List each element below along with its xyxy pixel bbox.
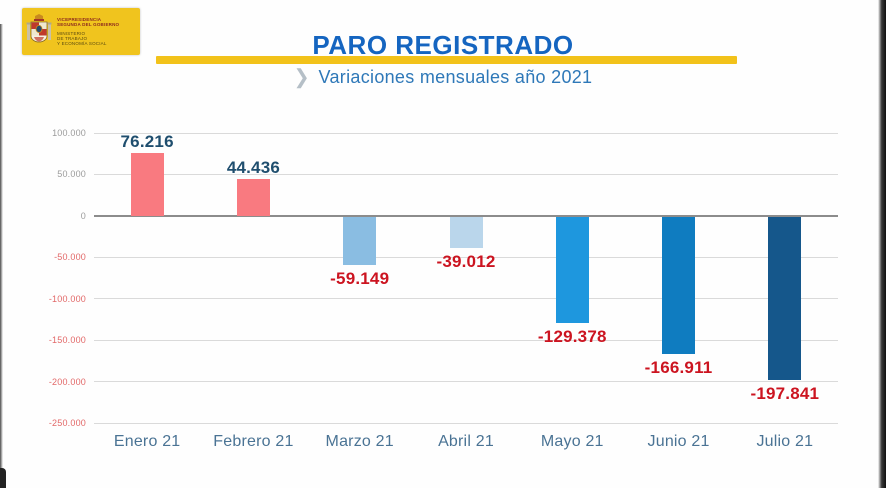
x-axis-label: Mayo 21 [540,433,604,450]
screen-edge-artifact-corner [0,468,6,488]
page-title: PARO REGISTRADO [312,30,574,60]
zero-axis-line [94,214,838,217]
bar [130,152,164,216]
logo-text-line: VICEPRESIDENCIA [57,17,102,22]
logo-text-line: DE TRABAJO [57,36,88,41]
chevron-right-icon: ❯ [293,65,310,88]
y-axis-tick-label: -150.000 [48,335,86,346]
bar [768,216,802,380]
bar [555,216,589,324]
bar-value-label: 76.216 [120,131,174,151]
bar-value-label: -197.841 [750,383,820,403]
gridline [94,298,838,300]
spain-coat-of-arms-icon [26,13,52,50]
bar-value-label: 44.436 [226,158,281,178]
subtitle-row: ❯ Variaciones mensuales año 2021 [0,65,886,88]
x-axis-label: Abril 21 [438,433,494,450]
y-axis-tick-label: -250.000 [48,418,86,428]
bar-value-label: -39.012 [436,252,496,272]
ministry-name: VICEPRESIDENCIA SEGUNDA DEL GOBIERNO MIN… [57,17,136,46]
bar [449,216,483,249]
gridline [94,381,838,383]
y-axis-tick-label: 50.000 [57,169,86,180]
screen-edge-artifact-left [0,24,3,488]
gridline [94,422,838,424]
chart-subtitle: Variaciones mensuales año 2021 [318,67,593,87]
bar [662,216,696,355]
x-axis-label: Febrero 21 [213,433,294,450]
y-axis-tick-label: 0 [80,210,86,221]
bar-value-label: -59.149 [330,268,390,288]
y-axis-tick-label: -200.000 [48,376,86,387]
title-underline [156,56,737,64]
logo-text-line: MINISTERIO [57,31,86,36]
gridline [94,339,838,341]
y-axis-tick-label: -100.000 [48,293,86,304]
x-axis-label: Marzo 21 [325,433,394,450]
gridline [94,173,838,175]
y-axis-tick-label: 100.000 [52,128,86,138]
bar [343,216,377,265]
gridline [94,132,838,134]
gridline [94,256,838,258]
x-axis-label: Junio 21 [647,433,710,450]
bar-value-label: -166.911 [644,358,713,378]
logo-text-line: SEGUNDA DEL GOBIERNO [57,22,120,27]
screen-edge-artifact-right [878,0,886,488]
x-axis-label: Julio 21 [756,433,814,450]
bar-value-label: -129.378 [537,327,607,347]
x-axis-label: Enero 21 [113,433,181,450]
spain-government-logo: VICEPRESIDENCIA SEGUNDA DEL GOBIERNO MIN… [22,8,140,55]
logo-text-line: Y ECONOMÍA SOCIAL [57,41,107,46]
y-axis-tick-label: -50.000 [54,252,86,263]
bar [236,179,270,216]
